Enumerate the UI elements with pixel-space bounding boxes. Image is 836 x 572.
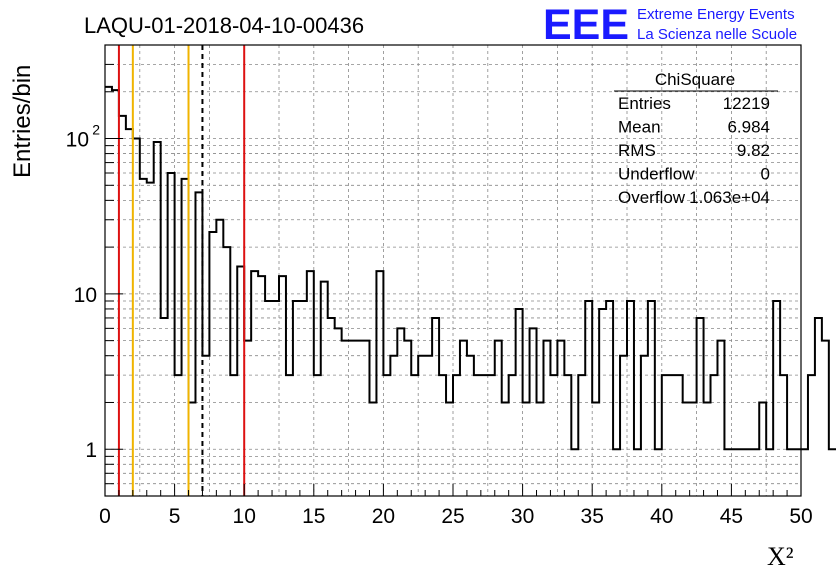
stats-value: 0 <box>761 165 770 184</box>
histogram-series <box>105 85 836 451</box>
chart-title: LAQU-01-2018-04-10-00436 <box>84 13 364 38</box>
y-tick-label: 10 <box>66 129 89 152</box>
x-tick-label: 45 <box>720 505 743 528</box>
x-tick-label: 50 <box>789 505 812 528</box>
stats-label: Entries <box>618 94 671 113</box>
x-tick-label: 40 <box>650 505 673 528</box>
stats-title: ChiSquare <box>655 70 735 89</box>
stats-label: Mean <box>618 118 661 137</box>
stats-box: ChiSquare Entries 12219 Mean 6.984 RMS 9.82 Un… <box>614 70 778 207</box>
stats-value: 9.82 <box>737 141 770 160</box>
org-subtitle: La Scienza nelle Scuole <box>637 26 797 43</box>
x-tick-label: 5 <box>169 505 181 528</box>
x-tick-label: 15 <box>302 505 325 528</box>
y-tick-label: 1 <box>85 439 97 462</box>
stats-label: Underflow <box>618 165 695 184</box>
y-axis-label: Entries/bin <box>9 65 36 178</box>
x-tick-label: 20 <box>372 505 395 528</box>
y-tick-label: 10 <box>74 284 97 307</box>
y-tick-exponent: 2 <box>92 122 100 138</box>
x-tick-label: 0 <box>99 505 111 528</box>
x-tick-label: 30 <box>511 505 534 528</box>
stats-label: Overflow <box>618 188 686 207</box>
stats-label: RMS <box>618 141 656 160</box>
stats-value: 12219 <box>723 94 770 113</box>
org-name: Extreme Energy Events <box>637 6 795 23</box>
x-axis-label: X² <box>767 542 794 571</box>
reference-lines <box>117 45 246 496</box>
x-tick-label: 35 <box>581 505 604 528</box>
x-tick-label: 10 <box>233 505 256 528</box>
x-axis: 0 5 10 15 20 25 30 35 40 45 50 <box>99 484 813 528</box>
stats-value: 6.984 <box>727 118 770 137</box>
stats-value: 1.063e+04 <box>689 188 770 207</box>
histogram-line <box>105 85 836 451</box>
x-tick-label: 25 <box>441 505 464 528</box>
eee-logo: EEE <box>543 1 629 49</box>
